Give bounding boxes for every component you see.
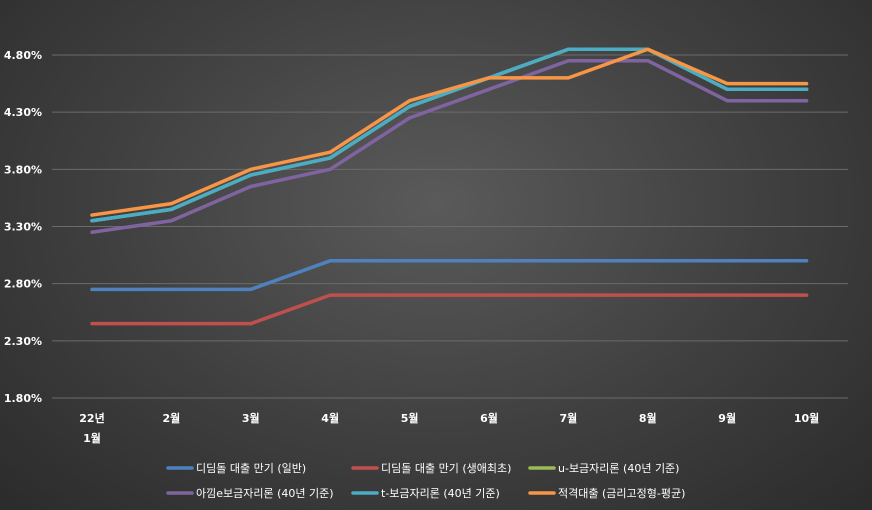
series-layer — [90, 47, 809, 326]
legend-label: 적격대출 (금리고정형-평균) — [558, 487, 685, 500]
legend-item: t-보금자리론 (40년 기준) — [351, 487, 500, 500]
legend: 디딤돌 대출 만기 (일반) 디딤돌 대출 만기 (생애최초) u-보금자리론 (4… — [166, 461, 685, 500]
legend-item: 적격대출 (금리고정형-평균) — [528, 487, 685, 500]
grid — [52, 54, 848, 399]
y-tick-label: 2.80% — [4, 278, 42, 291]
x-tick-label: 10월 — [794, 411, 819, 425]
series-line — [90, 47, 809, 223]
x-tick-label: 22년 1월 — [79, 411, 104, 445]
series-line — [90, 58, 809, 234]
x-tick-label: 4월 — [321, 411, 339, 425]
legend-label: 디딤돌 대출 만기 (일반) — [196, 461, 306, 475]
series-line — [90, 47, 809, 217]
x-tick-label: 7월 — [560, 411, 578, 425]
y-tick-label: 2.30% — [4, 335, 42, 348]
x-axis: 22년 1월 2월 3월 4월 5월 6월 7월 8월 9월 10월 — [79, 411, 819, 445]
x-tick-label: 5월 — [401, 411, 419, 425]
series-line — [90, 259, 809, 292]
legend-item: 디딤돌 대출 만기 (일반) — [166, 461, 306, 475]
legend-item: 아낌e보금자리론 (40년 기준) — [166, 487, 334, 500]
legend-label: u-보금자리론 (40년 기준) — [558, 462, 679, 475]
y-tick-label: 3.80% — [4, 163, 42, 176]
legend-item: u-보금자리론 (40년 기준) — [528, 462, 679, 475]
series-line — [90, 293, 809, 326]
y-tick-label: 4.30% — [4, 106, 42, 119]
x-tick-label: 2월 — [163, 411, 181, 425]
legend-label: 아낌e보금자리론 (40년 기준) — [196, 487, 334, 500]
y-axis: 1.80% 2.30% 2.80% 3.30% 3.80% 4.30% 4.80% — [4, 49, 42, 405]
y-tick-label: 4.80% — [4, 49, 42, 62]
legend-label: 디딤돌 대출 만기 (생애최초) — [381, 462, 511, 475]
legend-item: 디딤돌 대출 만기 (생애최초) — [351, 462, 511, 475]
x-tick-label: 3월 — [242, 411, 260, 425]
legend-label: t-보금자리론 (40년 기준) — [381, 487, 500, 500]
y-tick-label: 3.30% — [4, 221, 42, 234]
x-tick-label: 9월 — [718, 411, 736, 425]
y-tick-label: 1.80% — [4, 392, 42, 405]
x-tick-label: 8월 — [639, 411, 657, 425]
x-tick-label: 6월 — [480, 411, 498, 425]
